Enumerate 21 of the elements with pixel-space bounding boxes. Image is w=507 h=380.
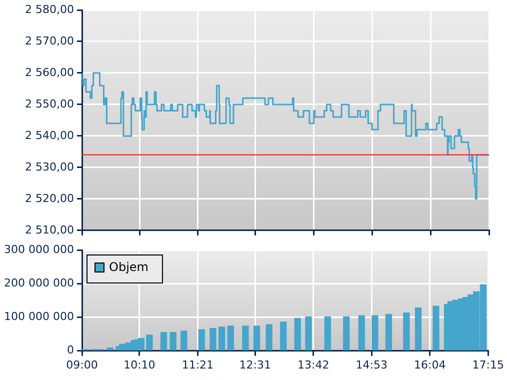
y-tick-label: 0 [67,344,74,357]
y-tick-label: 2 570,00 [25,34,74,48]
y-tick-label: 2 550,00 [25,97,74,110]
x-tick-label: 14:53 [356,358,388,372]
x-tick-label: 09:00 [66,358,98,372]
x-tick-label: 10:10 [124,358,156,372]
y-tick-label: 2 510,00 [25,223,74,236]
x-tick-label: 16:04 [414,358,446,372]
y-tick-label: 2 530,00 [25,160,74,174]
x-tick-label: 12:31 [239,358,271,372]
x-tick-label: 17:15 [472,358,504,372]
y-tick-label: 2 540,00 [25,128,74,142]
x-tick-label: 13:42 [298,358,330,372]
y-tick-label: 300 000 000 [4,242,74,256]
y-tick-label: 2 580,00 [25,2,74,16]
y-tick-label: 2 560,00 [25,66,74,79]
y-tick-label: 2 520,00 [25,192,74,205]
y-tick-label: 200 000 000 [4,276,74,290]
x-tick-label: 11:21 [182,358,214,372]
legend-label: Objem [109,260,148,274]
y-tick-label: 100 000 000 [4,310,74,324]
